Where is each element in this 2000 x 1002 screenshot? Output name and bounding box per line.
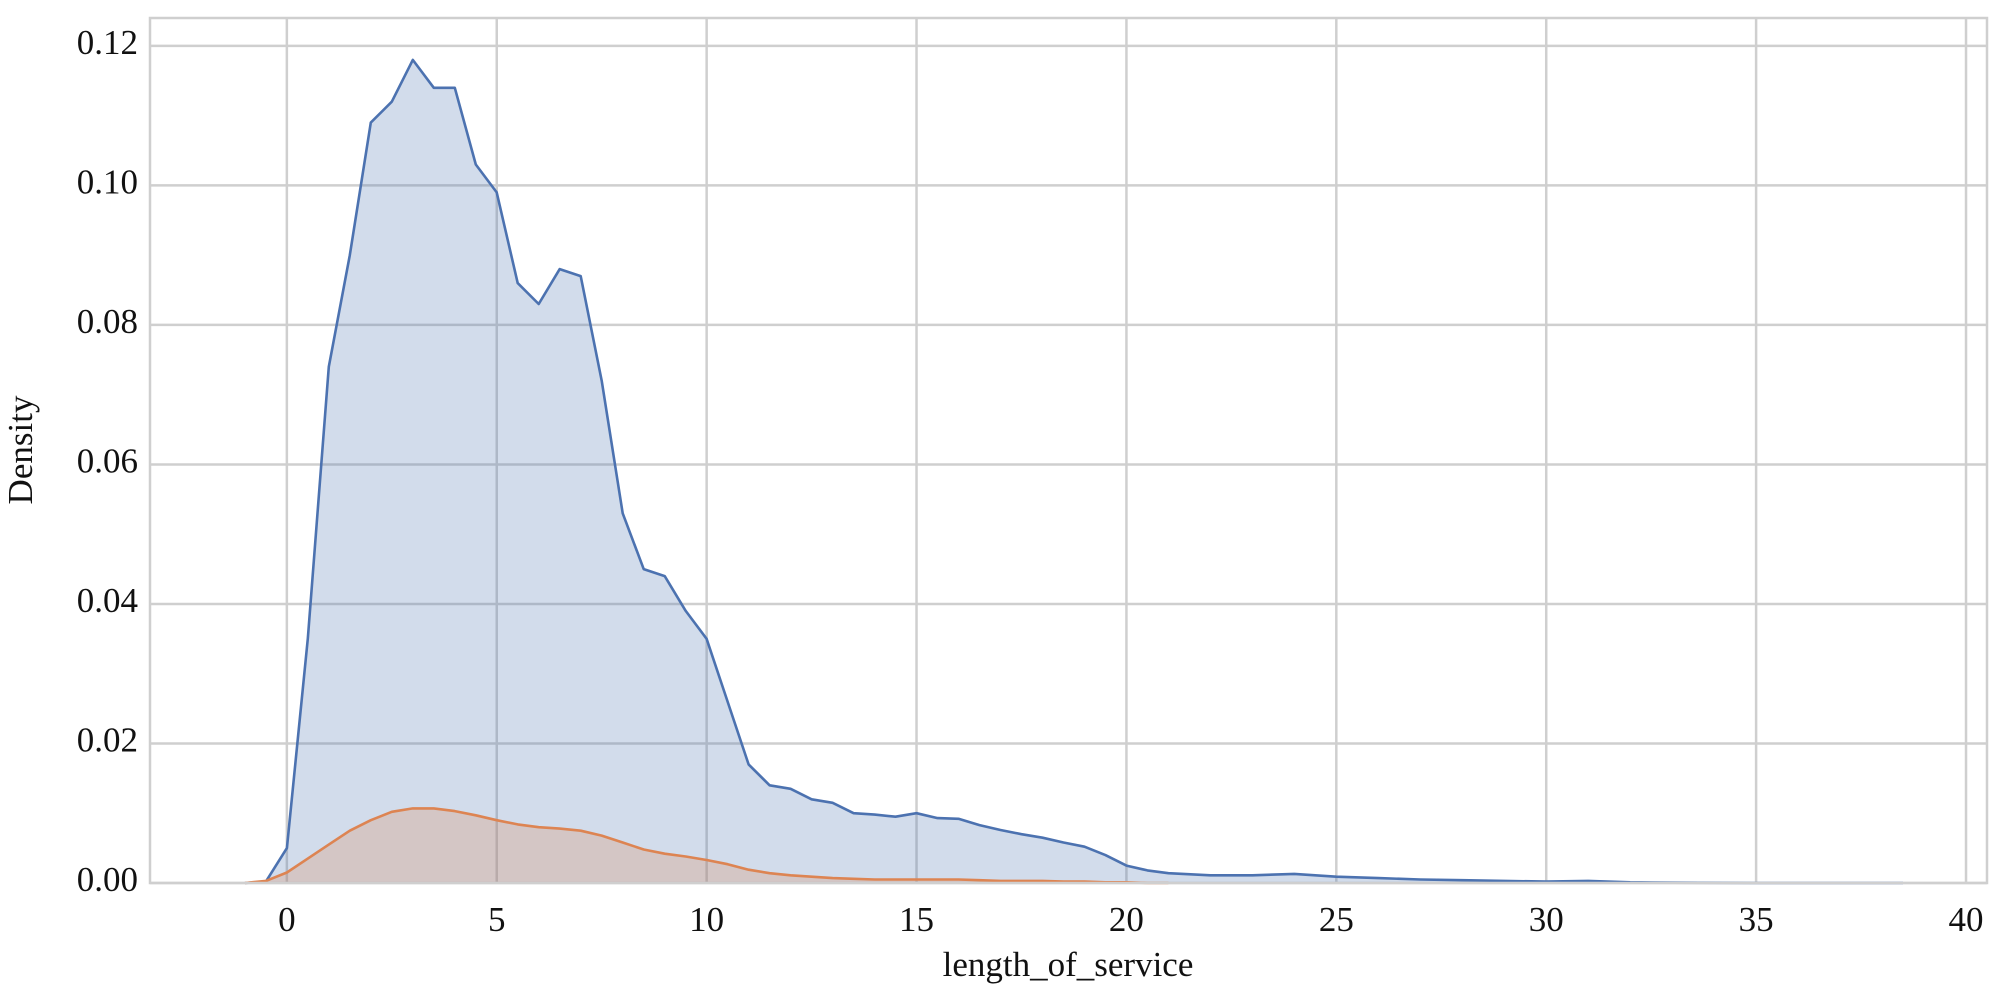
y-tick-label: 0.12 [77,23,138,62]
x-tick-label: 10 [689,900,724,939]
x-tick-label: 35 [1739,900,1774,939]
y-tick-label: 0.10 [77,162,138,201]
x-tick-label: 15 [899,900,934,939]
x-tick-label: 5 [488,900,506,939]
area-fill [244,59,1903,883]
plot-frame [148,16,1989,885]
y-tick-label: 0.02 [77,721,138,760]
plot-area [148,16,1989,885]
y-axis-label: Density [1,395,40,504]
density-line [244,58,1903,885]
x-tick-label: 20 [1109,900,1144,939]
x-axis-label: length_of_service [943,945,1194,984]
area-fill [244,808,1169,883]
y-tick-label: 0.08 [77,302,138,341]
y-tick-label: 0.06 [77,441,138,480]
x-tick-label: 25 [1319,900,1354,939]
x-tick-label: 0 [278,900,296,939]
x-tick-label: 40 [1949,900,1984,939]
x-tick-label: 30 [1529,900,1564,939]
density-line [244,807,1169,885]
y-tick-label: 0.00 [77,860,138,899]
y-tick-label: 0.04 [77,581,138,620]
